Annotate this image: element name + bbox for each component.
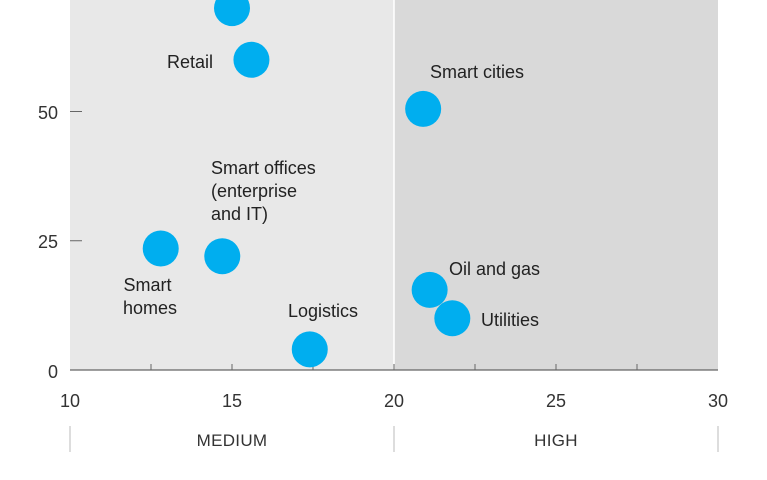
data-point	[434, 300, 471, 337]
x-tick-label: 30	[708, 391, 728, 411]
point-label-logistics: Logistics	[288, 301, 358, 321]
point-label-smart-offices: Smart offices (enterprise and IT)	[211, 158, 321, 224]
point-label-utilities: Utilities	[481, 310, 539, 330]
data-point	[142, 230, 179, 267]
data-point	[204, 238, 241, 275]
x-tick-label: 10	[60, 391, 80, 411]
x-tick-label: 20	[384, 391, 404, 411]
y-tick-marks	[70, 111, 82, 371]
y-tick-label: 50	[38, 103, 58, 123]
data-point	[405, 90, 442, 127]
data-points	[142, 0, 471, 368]
data-point	[411, 271, 448, 308]
data-point	[233, 41, 270, 78]
point-label-oil-and-gas: Oil and gas	[449, 259, 540, 279]
point-label-smart-homes: Smart homes	[123, 275, 177, 318]
point-label-smart-cities: Smart cities	[430, 62, 524, 82]
band-label-high: HIGH	[534, 431, 578, 450]
x-tick-label: 15	[222, 391, 242, 411]
point-label-retail: Retail	[167, 52, 213, 72]
y-tick-label: 0	[48, 362, 58, 382]
y-tick-label: 25	[38, 232, 58, 252]
band-label-medium: MEDIUM	[197, 431, 268, 450]
x-tick-label: 25	[546, 391, 566, 411]
region-medium-background	[70, 0, 394, 370]
data-point	[214, 0, 250, 27]
data-point	[291, 331, 328, 368]
